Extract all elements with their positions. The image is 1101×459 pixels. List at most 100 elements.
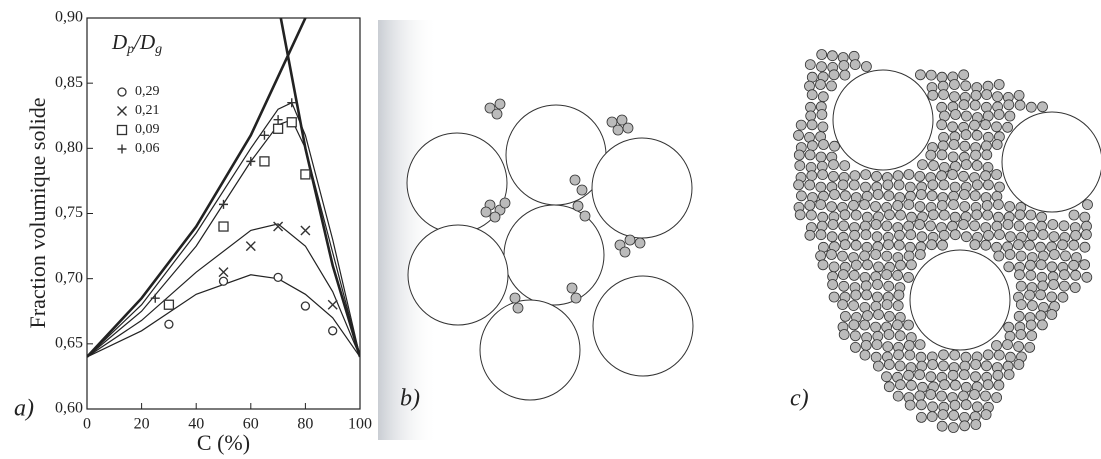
- small-grain: [837, 179, 849, 191]
- small-grain: [572, 200, 584, 212]
- small-grain: [1024, 239, 1035, 251]
- small-grain: [1014, 99, 1026, 111]
- small-grain: [850, 209, 862, 221]
- small-grain: [947, 169, 958, 180]
- curve: [87, 101, 360, 358]
- small-grain: [914, 339, 926, 351]
- marker: [246, 156, 256, 166]
- small-grain: [906, 379, 917, 391]
- plot-frame: [86, 17, 361, 410]
- small-grain: [949, 349, 961, 361]
- large-grain: [503, 204, 605, 306]
- small-grain: [981, 101, 992, 113]
- small-grain: [1003, 369, 1015, 381]
- small-grain: [1059, 269, 1070, 281]
- small-grain: [1013, 220, 1025, 232]
- small-grain: [1037, 101, 1048, 113]
- small-grain: [991, 392, 1002, 403]
- marker: [218, 267, 229, 278]
- marker: [163, 299, 175, 310]
- small-grain: [1079, 211, 1091, 223]
- small-grain: [969, 99, 981, 111]
- small-grain: [862, 310, 873, 322]
- small-grain: [816, 49, 828, 60]
- small-grain: [1037, 319, 1048, 331]
- small-grain: [892, 170, 904, 182]
- small-grain: [882, 179, 894, 191]
- small-grain: [925, 69, 937, 81]
- small-grain: [850, 289, 862, 301]
- small-grain: [1070, 269, 1081, 281]
- small-grain: [928, 160, 939, 171]
- y-tick-label: 0,85: [55, 74, 83, 91]
- small-grain: [938, 209, 950, 221]
- small-grain: [883, 329, 895, 340]
- small-grain: [971, 401, 983, 413]
- small-grain: [570, 292, 582, 304]
- small-grain: [981, 89, 993, 100]
- y-tick-label: 0,75: [55, 204, 83, 221]
- small-grain: [1057, 291, 1069, 303]
- small-grain: [1015, 250, 1027, 262]
- small-grain: [961, 231, 972, 243]
- small-grain: [948, 139, 960, 150]
- small-grain: [1026, 229, 1038, 241]
- small-grain: [1046, 261, 1058, 273]
- small-grain: [1057, 239, 1068, 251]
- small-grain: [1002, 219, 1014, 230]
- small-grain: [817, 211, 829, 223]
- x-axis-label: C (%): [197, 430, 250, 455]
- small-grain: [925, 389, 937, 400]
- small-grain: [850, 239, 862, 251]
- small-grain: [815, 229, 827, 241]
- small-grain: [838, 280, 850, 292]
- small-grain: [509, 292, 521, 304]
- small-grain: [959, 140, 971, 152]
- small-grain: [849, 59, 861, 70]
- small-grain: [1048, 231, 1060, 243]
- small-grain: [937, 409, 949, 421]
- small-grain: [848, 269, 860, 281]
- small-grain: [1026, 330, 1038, 342]
- small-grain: [848, 319, 860, 331]
- marker: [259, 130, 269, 140]
- small-grain: [883, 190, 895, 202]
- small-grain: [838, 220, 850, 232]
- small-grain: [903, 199, 915, 211]
- small-grain: [870, 351, 882, 363]
- y-tick-label: 0,80: [55, 139, 83, 156]
- small-grain: [905, 229, 917, 241]
- small-grain: [937, 140, 949, 152]
- marker: [164, 319, 174, 329]
- small-grain: [838, 269, 849, 281]
- small-grain: [969, 389, 980, 400]
- small-grain: [983, 179, 994, 191]
- curve: [87, 118, 360, 358]
- small-grain: [938, 179, 950, 191]
- small-grain: [828, 159, 839, 171]
- small-grain: [882, 341, 894, 353]
- small-grain: [980, 239, 992, 251]
- small-grain: [794, 209, 806, 221]
- marker: [287, 98, 297, 108]
- small-grain: [871, 231, 883, 243]
- small-grain: [927, 179, 939, 191]
- small-grain: [862, 259, 873, 271]
- small-grain: [1025, 259, 1036, 271]
- small-grain: [815, 181, 827, 193]
- small-grain: [816, 61, 827, 72]
- shading: [378, 20, 438, 440]
- small-grain: [926, 239, 938, 251]
- small-grain: [1004, 201, 1015, 212]
- small-grain: [815, 199, 827, 211]
- large-grain: [479, 299, 581, 401]
- small-grain: [489, 211, 501, 223]
- small-grain: [915, 69, 926, 81]
- small-grain: [914, 219, 925, 230]
- small-grain: [904, 349, 916, 361]
- small-grain: [850, 330, 861, 342]
- y-axis-label: Fraction volumique solide: [25, 98, 50, 329]
- chart-a: 0,60 0,65 0,70 0,75 0,80 0,85 0,90 0 20 40 60 80 100…: [14, 9, 372, 455]
- small-grain: [949, 79, 960, 90]
- small-grain: [1068, 259, 1080, 271]
